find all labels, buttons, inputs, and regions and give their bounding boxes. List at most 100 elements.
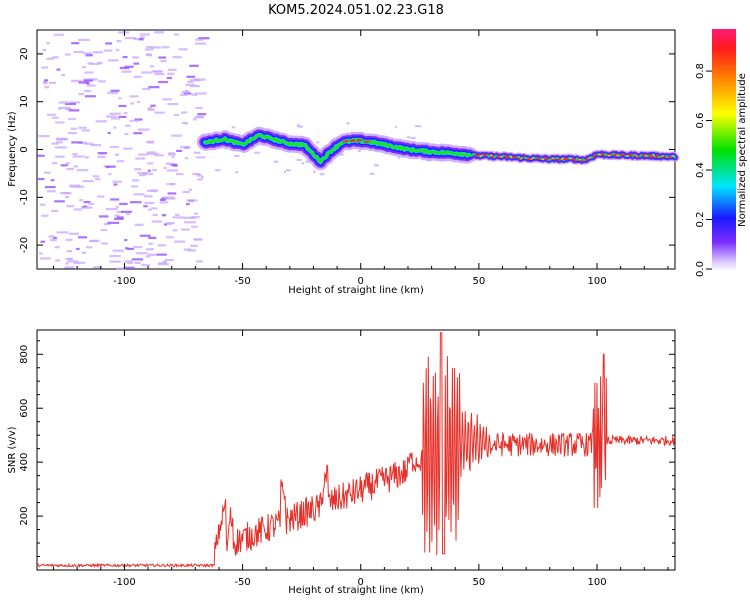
noise-speckle <box>163 166 167 170</box>
noise-speckle <box>113 183 118 186</box>
noise-speckle <box>161 46 170 49</box>
noise-speckle <box>70 127 78 130</box>
noise-speckle <box>183 216 196 219</box>
noise-speckle <box>133 132 143 135</box>
noise-speckle <box>195 42 207 45</box>
noise-speckle <box>107 221 120 224</box>
noise-speckle <box>193 238 203 241</box>
noise-speckle <box>111 117 121 120</box>
noise-speckle <box>52 162 58 165</box>
noise-speckle <box>215 169 221 172</box>
noise-speckle <box>133 75 142 78</box>
noise-speckle <box>76 185 85 188</box>
noise-speckle <box>109 254 121 258</box>
noise-speckle <box>196 260 203 263</box>
noise-speckle <box>144 48 154 51</box>
noise-speckle <box>176 172 184 176</box>
noise-speckle <box>71 42 80 45</box>
noise-speckle <box>57 107 61 110</box>
noise-speckle <box>141 71 153 74</box>
noise-speckle <box>172 56 182 59</box>
noise-speckle <box>173 240 186 243</box>
noise-speckle <box>170 183 174 186</box>
y-tick-label: 20 <box>19 48 30 61</box>
noise-speckle <box>42 80 48 84</box>
noise-speckle <box>154 31 165 34</box>
noise-speckle <box>137 171 149 175</box>
snr-frame <box>36 329 676 571</box>
noise-speckle <box>66 205 74 208</box>
noise-speckle <box>131 179 140 182</box>
noise-speckle <box>165 236 174 239</box>
noise-speckle <box>151 220 163 223</box>
noise-speckle <box>150 46 161 49</box>
noise-speckle <box>168 152 175 155</box>
noise-speckle <box>78 93 85 96</box>
noise-speckle <box>44 185 56 189</box>
noise-speckle <box>179 93 188 96</box>
noise-speckle <box>46 113 57 116</box>
spectrogram-x-axis-label: Height of straight line (km) <box>288 285 424 296</box>
noise-speckle <box>312 170 316 173</box>
noise-speckle <box>121 210 132 213</box>
noise-speckle <box>81 251 87 254</box>
noise-speckle <box>166 169 178 172</box>
noise-speckle <box>125 247 129 250</box>
noise-speckle <box>66 168 74 171</box>
noise-speckle <box>124 266 135 269</box>
noise-speckle <box>296 124 300 127</box>
noise-speckle <box>69 101 80 104</box>
noise-speckle <box>43 82 48 85</box>
noise-speckle <box>55 137 67 140</box>
noise-speckle <box>137 128 150 131</box>
noise-speckle <box>48 235 55 238</box>
x-tick-label: 0 <box>358 276 364 287</box>
noise-speckle <box>54 200 65 203</box>
noise-speckle <box>103 165 107 168</box>
noise-speckle <box>339 153 344 156</box>
noise-speckle <box>116 216 124 219</box>
noise-speckle <box>110 89 120 92</box>
noise-speckle <box>82 179 94 183</box>
noise-speckle <box>71 79 82 82</box>
noise-speckle <box>136 252 148 255</box>
noise-speckle <box>135 157 146 160</box>
noise-speckle <box>118 97 122 100</box>
y-tick-label: -10 <box>19 189 30 205</box>
noise-speckle <box>56 138 61 141</box>
noise-speckle <box>90 143 101 147</box>
noise-speckle <box>119 66 130 70</box>
noise-speckle <box>65 195 70 199</box>
colorbar: 0.0 0.2 0.4 0.6 0.8 Normalized spectral ampl… <box>695 29 748 277</box>
noise-speckle <box>141 264 151 267</box>
noise-speckle <box>97 61 101 65</box>
noise-speckle <box>73 208 82 211</box>
noise-speckle <box>110 145 120 149</box>
noise-speckle <box>138 153 148 156</box>
snr-series-line <box>36 332 676 569</box>
noise-speckle <box>190 244 198 247</box>
x-tick-label: 0 <box>358 577 364 588</box>
noise-speckle <box>197 113 207 116</box>
noise-speckle <box>148 208 152 211</box>
noise-speckle <box>193 151 201 154</box>
noise-speckle <box>43 79 49 82</box>
noise-speckle <box>54 146 67 149</box>
noise-speckle <box>99 62 103 65</box>
noise-speckle <box>41 66 48 69</box>
noise-speckle <box>67 260 79 263</box>
noise-speckle <box>130 102 135 105</box>
noise-speckle <box>146 53 152 56</box>
noise-speckle <box>152 168 157 172</box>
y-tick-label: 400 <box>19 453 30 472</box>
noise-speckle <box>145 255 151 258</box>
noise-speckle <box>118 115 127 119</box>
noise-speckle <box>86 78 99 81</box>
ridge-core <box>474 152 676 163</box>
noise-speckle <box>183 221 196 224</box>
noise-speckle <box>150 104 156 107</box>
noise-speckle <box>54 246 60 249</box>
noise-speckle <box>316 141 320 144</box>
noise-speckle <box>46 42 50 45</box>
noise-speckle <box>186 203 190 206</box>
